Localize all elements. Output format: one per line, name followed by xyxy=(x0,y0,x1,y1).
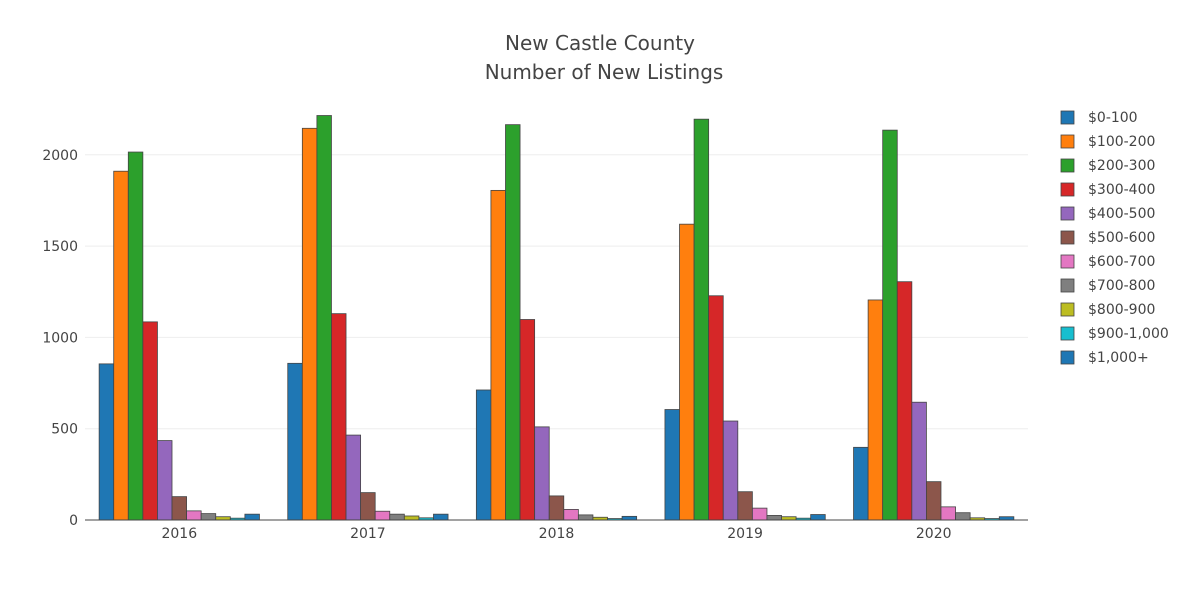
legend-item[interactable]: $0-100 xyxy=(1060,110,1138,126)
y-tick-label: 1500 xyxy=(42,239,78,255)
bar xyxy=(548,495,565,521)
bar xyxy=(345,434,362,521)
legend-label: $300-400 xyxy=(1088,182,1155,198)
legend-label: $900-1,000 xyxy=(1088,326,1169,342)
bar xyxy=(737,491,753,521)
legend-swatch xyxy=(1060,326,1075,341)
bars xyxy=(98,115,1015,521)
bar xyxy=(403,515,420,521)
legend-label: $1,000+ xyxy=(1088,350,1149,366)
bar xyxy=(157,440,173,521)
y-tick-label: 500 xyxy=(51,422,78,438)
bar xyxy=(896,281,913,521)
legend-item[interactable]: $300-400 xyxy=(1060,182,1155,198)
bar xyxy=(926,481,942,521)
bar xyxy=(389,513,405,521)
bar xyxy=(621,515,638,521)
bar xyxy=(679,223,695,521)
bar xyxy=(127,151,144,521)
bar xyxy=(200,513,217,521)
x-tick-label: 2019 xyxy=(727,526,763,542)
y-tick-label: 2000 xyxy=(42,148,78,164)
legend-swatch xyxy=(1060,278,1075,293)
bar xyxy=(244,513,260,521)
legend-swatch xyxy=(1060,302,1075,317)
bar xyxy=(433,513,449,521)
bar xyxy=(810,514,826,521)
bar xyxy=(708,295,724,521)
legend-item[interactable]: $100-200 xyxy=(1060,134,1155,150)
bar xyxy=(374,510,391,521)
bar xyxy=(563,509,579,521)
legend-label: $500-600 xyxy=(1088,230,1155,246)
bar xyxy=(853,446,869,521)
legend-item[interactable]: $800-900 xyxy=(1060,302,1155,318)
legend-label: $100-200 xyxy=(1088,134,1155,150)
bar xyxy=(664,409,680,521)
bar xyxy=(98,363,115,521)
legend-item[interactable]: $900-1,000 xyxy=(1060,326,1169,342)
bar xyxy=(186,510,202,521)
bar xyxy=(475,389,492,521)
legend-label: $400-500 xyxy=(1088,206,1155,222)
bar xyxy=(577,514,594,521)
bar xyxy=(316,115,332,521)
bar xyxy=(940,506,956,521)
y-tick-labels: 0 500 1000 1500 2000 xyxy=(42,148,78,529)
bar xyxy=(867,299,884,521)
legend-swatch xyxy=(1060,110,1075,125)
bar xyxy=(519,319,536,521)
legend-swatch xyxy=(1060,206,1075,221)
bar xyxy=(287,362,303,521)
x-tick-label: 2016 xyxy=(161,526,197,542)
bar xyxy=(534,426,550,521)
bar xyxy=(171,496,187,521)
bar xyxy=(505,124,521,521)
legend-swatch xyxy=(1060,134,1075,149)
bar xyxy=(360,492,376,521)
legend-item[interactable]: $600-700 xyxy=(1060,254,1155,270)
bar xyxy=(911,401,927,521)
bar xyxy=(722,420,739,521)
x-tick-labels: 2016 2017 2018 2019 2020 xyxy=(161,526,951,542)
bar xyxy=(766,515,782,521)
legend-item[interactable]: $1,000+ xyxy=(1060,350,1149,366)
legend-label: $700-800 xyxy=(1088,278,1155,294)
legend-swatch xyxy=(1060,230,1075,245)
bar xyxy=(693,118,710,521)
legend-swatch xyxy=(1060,182,1075,197)
legend-swatch xyxy=(1060,158,1075,173)
legend-item[interactable]: $200-300 xyxy=(1060,158,1155,174)
y-tick-label: 0 xyxy=(69,513,78,529)
bar xyxy=(490,189,506,521)
bar xyxy=(301,127,318,521)
bar xyxy=(142,321,158,521)
bar xyxy=(113,170,129,521)
legend-label: $800-900 xyxy=(1088,302,1155,318)
x-tick-label: 2017 xyxy=(350,526,386,542)
x-tick-label: 2018 xyxy=(539,526,575,542)
legend-item[interactable]: $500-600 xyxy=(1060,230,1155,246)
x-tick-label: 2020 xyxy=(916,526,952,542)
legend-label: $600-700 xyxy=(1088,254,1155,270)
legend-label: $200-300 xyxy=(1088,158,1155,174)
legend-item[interactable]: $400-500 xyxy=(1060,206,1155,222)
chart-title-line-2: Number of New Listings xyxy=(485,60,724,84)
bar xyxy=(882,129,898,521)
chart-title-line-1: New Castle County xyxy=(505,31,695,55)
bar xyxy=(955,512,971,521)
bar xyxy=(331,313,347,521)
bar xyxy=(751,507,768,521)
legend-swatch xyxy=(1060,254,1075,269)
legend-swatch xyxy=(1060,350,1075,365)
legend: $0-100 $100-200 $200-300 $300-400 $400-500 $5… xyxy=(1060,110,1169,366)
y-tick-label: 1000 xyxy=(42,330,78,346)
legend-label: $0-100 xyxy=(1088,110,1138,126)
legend-item[interactable]: $700-800 xyxy=(1060,278,1155,294)
